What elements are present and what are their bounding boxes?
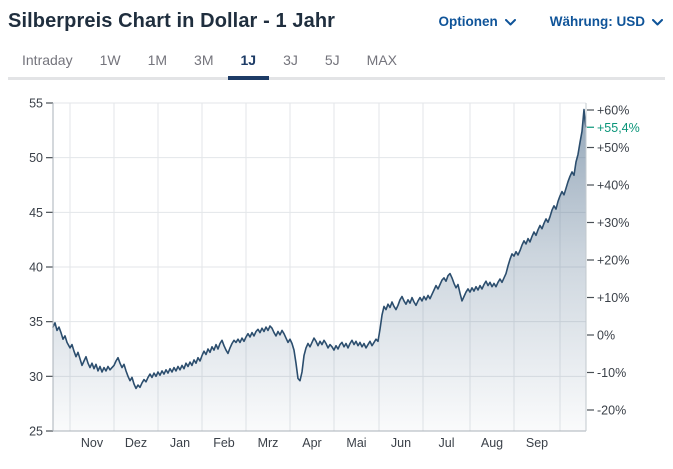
y-axis-tick-label: 45: [29, 206, 43, 220]
tab-max[interactable]: MAX: [366, 52, 398, 68]
page-title: Silberpreis Chart in Dollar - 1 Jahr: [8, 10, 336, 32]
x-axis-month-label: Jun: [391, 436, 411, 450]
x-axis-month-label: Dez: [125, 436, 147, 450]
y-axis-tick-label: 25: [29, 425, 43, 439]
tab-3j[interactable]: 3J: [283, 52, 298, 68]
options-menu-button[interactable]: Optionen: [439, 14, 516, 29]
x-axis-month-label: Mai: [346, 436, 366, 450]
pct-axis-tick-label: +60%: [597, 104, 629, 118]
x-axis-month-label: Sep: [526, 436, 548, 450]
options-menu-label: Optionen: [438, 14, 498, 29]
y-axis-tick-label: 50: [29, 151, 43, 165]
price-line: [52, 108, 587, 390]
tab-1j[interactable]: 1J: [227, 52, 269, 80]
tab-1w[interactable]: 1W: [99, 52, 121, 68]
tab-intraday[interactable]: Intraday: [22, 52, 73, 68]
pct-axis-tick-label: +50%: [597, 141, 629, 155]
chevron-down-icon: [504, 14, 516, 29]
pct-axis-tick-label: -20%: [597, 404, 626, 418]
x-axis-month-label: Apr: [302, 436, 321, 450]
x-axis-month-label: Nov: [81, 436, 104, 450]
y-axis-tick-label: 40: [29, 261, 43, 275]
pct-axis-tick-label: 0%: [597, 329, 615, 343]
x-axis-month-label: Jan: [170, 436, 190, 450]
y-axis-tick-label: 55: [29, 97, 43, 111]
header-menus: Optionen Währung: USD: [439, 14, 663, 29]
chevron-down-icon: [652, 14, 663, 29]
x-axis-month-label: Feb: [213, 436, 235, 450]
pct-axis-tick-label: +10%: [597, 291, 629, 305]
pct-axis-tick-label: +40%: [597, 179, 629, 193]
pct-axis-tick-label: +20%: [597, 254, 629, 268]
y-axis-tick-label: 30: [29, 370, 43, 384]
x-axis-month-label: Jul: [439, 436, 455, 450]
pct-axis-tick-label: +30%: [597, 216, 629, 230]
chart-header: Silberpreis Chart in Dollar - 1 Jahr Opt…: [8, 10, 663, 33]
chart-axes: 55 50 45 40 35 30 25 Nov Dez Jan Feb Mrz Apr Mai Jun Ju…: [29, 97, 640, 451]
tab-3m[interactable]: 3M: [194, 52, 214, 68]
pct-axis-tick-label: -10%: [597, 366, 626, 380]
tab-1m[interactable]: 1M: [147, 52, 168, 68]
current-change-label: +55,4%: [597, 121, 640, 135]
currency-menu-label: Währung: USD: [549, 14, 645, 29]
price-area-fill: [53, 109, 586, 431]
x-axis-month-label: Mrz: [258, 436, 279, 450]
y-axis-tick-label: 35: [29, 315, 43, 329]
chart-series: [52, 108, 587, 431]
currency-menu-button[interactable]: Währung: USD: [550, 14, 663, 29]
range-tabs: Intraday 1W 1M 3M 1J 3J 5J MAX: [8, 48, 665, 80]
x-axis-month-label: Aug: [481, 436, 503, 450]
tab-5j[interactable]: 5J: [324, 52, 340, 68]
